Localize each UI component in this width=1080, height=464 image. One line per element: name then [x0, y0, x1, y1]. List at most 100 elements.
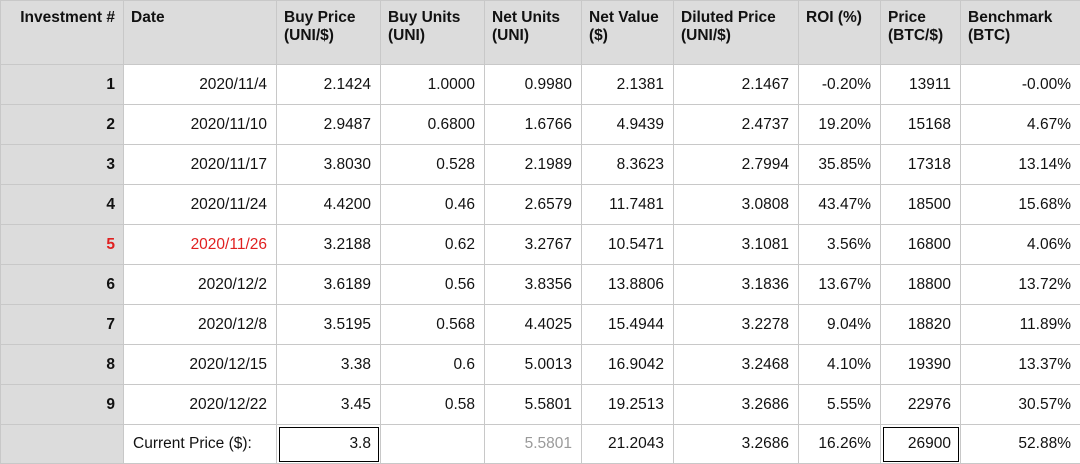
row-index-cell[interactable]: 1	[1, 65, 124, 105]
header-cell[interactable]: Benchmark(BTC)	[961, 1, 1080, 65]
net-units-cell[interactable]: 5.0013	[485, 345, 582, 385]
diluted-price-cell[interactable]: 3.2468	[674, 345, 799, 385]
header-cell[interactable]: Net Value($)	[582, 1, 674, 65]
net-value-cell[interactable]: 8.3623	[582, 145, 674, 185]
benchmark-cell[interactable]: 11.89%	[961, 305, 1080, 345]
btc-price-cell[interactable]: 19390	[881, 345, 961, 385]
header-cell[interactable]: ROI (%)	[799, 1, 881, 65]
net-value-cell[interactable]: 13.8806	[582, 265, 674, 305]
diluted-price-cell[interactable]: 3.1081	[674, 225, 799, 265]
buy-price-cell[interactable]: 3.8030	[277, 145, 381, 185]
date-cell[interactable]: 2020/12/15	[124, 345, 277, 385]
benchmark-cell[interactable]: 13.37%	[961, 345, 1080, 385]
buy-price-cell[interactable]: 4.4200	[277, 185, 381, 225]
current-btc-price-input[interactable]: 26900	[881, 425, 961, 464]
btc-price-cell[interactable]: 18500	[881, 185, 961, 225]
row-index-cell[interactable]: 7	[1, 305, 124, 345]
benchmark-cell[interactable]: 13.14%	[961, 145, 1080, 185]
diluted-price-cell[interactable]: 3.1836	[674, 265, 799, 305]
diluted-price-cell[interactable]: 3.2278	[674, 305, 799, 345]
buy-price-cell[interactable]: 2.9487	[277, 105, 381, 145]
header-cell[interactable]: Price(BTC/$)	[881, 1, 961, 65]
buy-units-cell[interactable]: 0.56	[381, 265, 485, 305]
net-units-cell[interactable]: 5.5801	[485, 385, 582, 425]
row-index-cell[interactable]: 5	[1, 225, 124, 265]
roi-cell[interactable]: 19.20%	[799, 105, 881, 145]
net-units-cell[interactable]: 1.6766	[485, 105, 582, 145]
net-value-cell[interactable]: 11.7481	[582, 185, 674, 225]
roi-cell[interactable]: 43.47%	[799, 185, 881, 225]
buy-units-cell[interactable]: 1.0000	[381, 65, 485, 105]
roi-cell[interactable]: -0.20%	[799, 65, 881, 105]
net-value-cell[interactable]: 19.2513	[582, 385, 674, 425]
buy-units-cell[interactable]: 0.62	[381, 225, 485, 265]
row-index-cell[interactable]	[1, 425, 124, 464]
row-index-cell[interactable]: 6	[1, 265, 124, 305]
date-cell[interactable]: 2020/12/2	[124, 265, 277, 305]
btc-price-cell[interactable]: 17318	[881, 145, 961, 185]
row-index-cell[interactable]: 8	[1, 345, 124, 385]
header-cell[interactable]: Investment #	[1, 1, 124, 65]
current-diluted-price-cell[interactable]: 3.2686	[674, 425, 799, 464]
benchmark-cell[interactable]: 15.68%	[961, 185, 1080, 225]
benchmark-cell[interactable]: 4.67%	[961, 105, 1080, 145]
current-roi-cell[interactable]: 16.26%	[799, 425, 881, 464]
date-cell[interactable]: 2020/12/8	[124, 305, 277, 345]
date-cell[interactable]: 2020/12/22	[124, 385, 277, 425]
diluted-price-cell[interactable]: 2.4737	[674, 105, 799, 145]
benchmark-cell[interactable]: 13.72%	[961, 265, 1080, 305]
net-units-cell[interactable]: 3.2767	[485, 225, 582, 265]
net-units-cell[interactable]: 4.4025	[485, 305, 582, 345]
net-value-cell[interactable]: 4.9439	[582, 105, 674, 145]
date-cell[interactable]: 2020/11/10	[124, 105, 277, 145]
btc-price-cell[interactable]: 15168	[881, 105, 961, 145]
benchmark-cell[interactable]: 4.06%	[961, 225, 1080, 265]
btc-price-cell[interactable]: 22976	[881, 385, 961, 425]
diluted-price-cell[interactable]: 3.0808	[674, 185, 799, 225]
diluted-price-cell[interactable]: 3.2686	[674, 385, 799, 425]
net-units-cell[interactable]: 3.8356	[485, 265, 582, 305]
roi-cell[interactable]: 9.04%	[799, 305, 881, 345]
current-price-label[interactable]: Current Price ($):	[124, 425, 277, 464]
btc-price-cell[interactable]: 16800	[881, 225, 961, 265]
btc-price-cell[interactable]: 18800	[881, 265, 961, 305]
net-value-cell[interactable]: 16.9042	[582, 345, 674, 385]
buy-price-cell[interactable]: 3.5195	[277, 305, 381, 345]
buy-price-cell[interactable]: 3.45	[277, 385, 381, 425]
btc-price-cell[interactable]: 18820	[881, 305, 961, 345]
net-value-cell[interactable]: 10.5471	[582, 225, 674, 265]
benchmark-cell[interactable]: 30.57%	[961, 385, 1080, 425]
header-cell[interactable]: Net Units(UNI)	[485, 1, 582, 65]
buy-units-cell[interactable]: 0.568	[381, 305, 485, 345]
current-buy-price-input[interactable]: 3.8	[277, 425, 381, 464]
buy-price-cell[interactable]: 2.1424	[277, 65, 381, 105]
header-cell[interactable]: Date	[124, 1, 277, 65]
row-index-cell[interactable]: 4	[1, 185, 124, 225]
buy-price-cell[interactable]: 3.6189	[277, 265, 381, 305]
buy-price-cell[interactable]: 3.38	[277, 345, 381, 385]
table-cell[interactable]	[381, 425, 485, 464]
net-units-cell[interactable]: 0.9980	[485, 65, 582, 105]
row-index-cell[interactable]: 9	[1, 385, 124, 425]
diluted-price-cell[interactable]: 2.7994	[674, 145, 799, 185]
roi-cell[interactable]: 4.10%	[799, 345, 881, 385]
header-cell[interactable]: Buy Price(UNI/$)	[277, 1, 381, 65]
date-cell[interactable]: 2020/11/24	[124, 185, 277, 225]
roi-cell[interactable]: 5.55%	[799, 385, 881, 425]
row-index-cell[interactable]: 3	[1, 145, 124, 185]
date-cell[interactable]: 2020/11/26	[124, 225, 277, 265]
current-net-value-cell[interactable]: 21.2043	[582, 425, 674, 464]
buy-units-cell[interactable]: 0.6	[381, 345, 485, 385]
current-net-units-cell[interactable]: 5.5801	[485, 425, 582, 464]
row-index-cell[interactable]: 2	[1, 105, 124, 145]
net-units-cell[interactable]: 2.6579	[485, 185, 582, 225]
benchmark-cell[interactable]: -0.00%	[961, 65, 1080, 105]
net-units-cell[interactable]: 2.1989	[485, 145, 582, 185]
buy-units-cell[interactable]: 0.46	[381, 185, 485, 225]
diluted-price-cell[interactable]: 2.1467	[674, 65, 799, 105]
current-benchmark-cell[interactable]: 52.88%	[961, 425, 1080, 464]
buy-units-cell[interactable]: 0.58	[381, 385, 485, 425]
date-cell[interactable]: 2020/11/17	[124, 145, 277, 185]
buy-units-cell[interactable]: 0.528	[381, 145, 485, 185]
header-cell[interactable]: Buy Units(UNI)	[381, 1, 485, 65]
